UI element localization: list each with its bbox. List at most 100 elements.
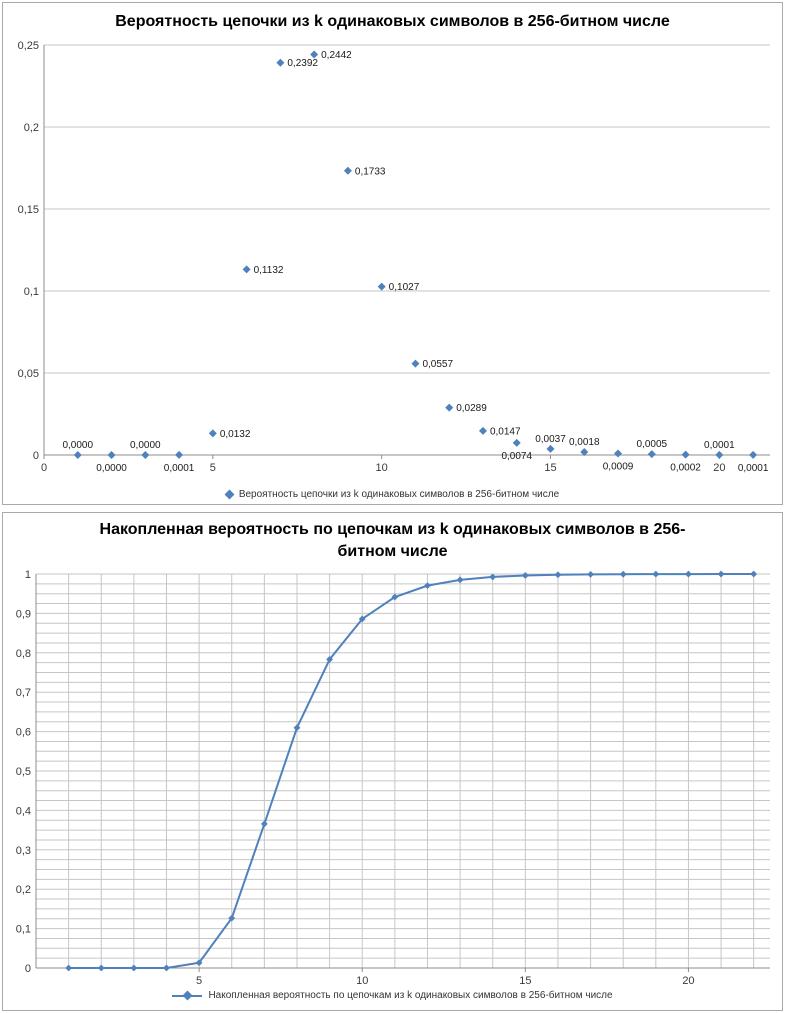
y-axis-tick-label: 0 bbox=[25, 963, 31, 975]
data-point-label: 0,0147 bbox=[490, 426, 521, 437]
data-point-label: 0,0001 bbox=[704, 439, 735, 450]
y-axis-tick-label: 0,7 bbox=[16, 687, 31, 699]
legend-diamond-marker-icon bbox=[224, 489, 235, 500]
data-point-marker bbox=[456, 576, 464, 584]
data-point-marker bbox=[163, 964, 170, 972]
data-point-marker bbox=[478, 426, 487, 435]
x-axis-tick-label: 5 bbox=[196, 975, 202, 987]
y-axis-tick-label: 0,6 bbox=[16, 727, 31, 739]
x-axis-tick-label: 10 bbox=[356, 975, 368, 987]
data-point-marker bbox=[411, 359, 420, 368]
y-axis-tick-label: 0,2 bbox=[16, 884, 31, 896]
data-point-marker bbox=[546, 444, 555, 453]
data-point-label: 0,0002 bbox=[670, 462, 701, 473]
y-axis-tick-label: 0,15 bbox=[18, 204, 39, 216]
data-point-marker bbox=[580, 447, 589, 456]
data-point-marker bbox=[175, 450, 184, 459]
data-point-marker bbox=[65, 964, 73, 972]
data-point-label: 0,1733 bbox=[355, 166, 386, 177]
data-point-label: 0,0074 bbox=[501, 450, 532, 461]
legend: Вероятность цепочки из k одинаковых симв… bbox=[224, 488, 560, 500]
data-point-marker bbox=[276, 58, 285, 67]
data-point-label: 0,0132 bbox=[220, 428, 251, 439]
data-point-marker bbox=[587, 571, 594, 578]
data-point-label: 0,0000 bbox=[130, 440, 161, 451]
series-line bbox=[68, 573, 754, 970]
chart-title: Накопленная вероятность по цепочкам из k… bbox=[99, 521, 686, 560]
data-point-label: 0,0009 bbox=[603, 461, 634, 472]
data-point-marker bbox=[652, 570, 660, 578]
data-point-marker bbox=[293, 724, 301, 732]
y-axis-tick-label: 0,1 bbox=[24, 286, 39, 298]
data-point-marker bbox=[130, 964, 138, 972]
y-axis-tick-label: 0,2 bbox=[24, 122, 39, 134]
data-point-label: 0,0018 bbox=[569, 437, 600, 448]
y-axis-tick-label: 0,1 bbox=[16, 924, 31, 936]
x-axis-tick-label: 10 bbox=[376, 462, 388, 474]
y-axis-tick-label: 0,4 bbox=[16, 806, 31, 818]
data-point-marker bbox=[521, 572, 529, 580]
probability-scatter-plot: 00,050,10,150,20,250 5 10 15 200,00000,00000… bbox=[18, 40, 770, 474]
legend-label: Накопленная вероятность по цепочкам из k… bbox=[208, 990, 613, 1002]
x-axis-tick-label: 20 bbox=[713, 462, 725, 474]
y-axis-tick-label: 0 bbox=[33, 450, 39, 462]
y-axis-tick-label: 0,5 bbox=[16, 766, 31, 778]
y-axis-tick-label: 0,05 bbox=[18, 368, 39, 380]
data-point-label: 0,0000 bbox=[62, 440, 93, 451]
legend-diamond-marker-icon bbox=[182, 990, 193, 1001]
data-point-marker bbox=[489, 573, 497, 581]
x-axis-tick-label: 0 bbox=[41, 462, 47, 474]
data-point-label: 0,0289 bbox=[456, 403, 487, 414]
data-point-marker bbox=[750, 570, 758, 578]
data-point-marker bbox=[424, 582, 431, 590]
data-point-label: 0,2442 bbox=[321, 50, 352, 61]
y-axis-tick-label: 0,25 bbox=[18, 40, 39, 52]
data-point-marker bbox=[681, 450, 690, 459]
data-point-marker bbox=[141, 450, 150, 459]
y-axis-tick-label: 0,9 bbox=[16, 609, 31, 621]
data-point-marker bbox=[208, 428, 217, 437]
data-point-marker bbox=[554, 571, 562, 579]
data-point-marker bbox=[647, 449, 656, 458]
legend-label: Вероятность цепочки из k одинаковых симв… bbox=[238, 488, 560, 500]
data-point-marker bbox=[445, 403, 454, 412]
legend: Накопленная вероятность по цепочкам из k… bbox=[172, 990, 613, 1002]
data-point-marker bbox=[260, 820, 268, 828]
x-axis-tick-label: 20 bbox=[682, 975, 694, 987]
cumulative-chart-panel: Накопленная вероятность по цепочкам из k… bbox=[2, 512, 783, 1011]
data-point-marker bbox=[326, 656, 333, 664]
data-point-marker bbox=[358, 615, 366, 623]
data-point-label: 0,1027 bbox=[389, 282, 420, 293]
cumulative-line-plot: 00,10,20,30,40,50,60,70,80,915 10 15 20 bbox=[16, 569, 770, 987]
data-point-marker bbox=[619, 570, 627, 578]
data-point-marker bbox=[73, 450, 82, 459]
data-point-label: 0,0001 bbox=[164, 462, 195, 473]
y-axis-tick-label: 0,3 bbox=[16, 845, 31, 857]
data-point-label: 0,1132 bbox=[254, 264, 284, 275]
data-point-marker bbox=[310, 50, 319, 59]
data-point-marker bbox=[377, 282, 386, 291]
y-axis-tick-label: 1 bbox=[25, 569, 31, 581]
data-point-label: 0,2392 bbox=[287, 58, 318, 69]
data-point-marker bbox=[715, 450, 724, 459]
data-point-marker bbox=[512, 438, 521, 447]
data-point-marker bbox=[107, 450, 116, 459]
chart-title: Вероятность цепочки из k одинаковых симв… bbox=[115, 13, 670, 30]
data-point-label: 0,0005 bbox=[637, 439, 668, 450]
data-point-marker bbox=[717, 570, 725, 578]
x-axis-tick-label: 15 bbox=[544, 462, 556, 474]
data-point-marker bbox=[97, 964, 105, 972]
probability-chart-panel: Вероятность цепочки из k одинаковых симв… bbox=[2, 2, 783, 505]
data-point-label: 0,0001 bbox=[738, 462, 769, 473]
data-point-marker bbox=[195, 959, 203, 967]
legend-line-marker-icon bbox=[172, 990, 203, 1001]
data-point-marker bbox=[343, 166, 352, 175]
data-point-label: 0,0000 bbox=[96, 463, 127, 474]
data-point-marker bbox=[391, 593, 399, 601]
data-point-label: 0,0557 bbox=[422, 359, 453, 370]
data-point-marker bbox=[749, 450, 758, 459]
data-point-marker bbox=[614, 449, 623, 458]
y-axis-tick-label: 0,8 bbox=[16, 648, 31, 660]
data-point-marker bbox=[242, 264, 251, 273]
data-point-marker bbox=[685, 570, 692, 578]
